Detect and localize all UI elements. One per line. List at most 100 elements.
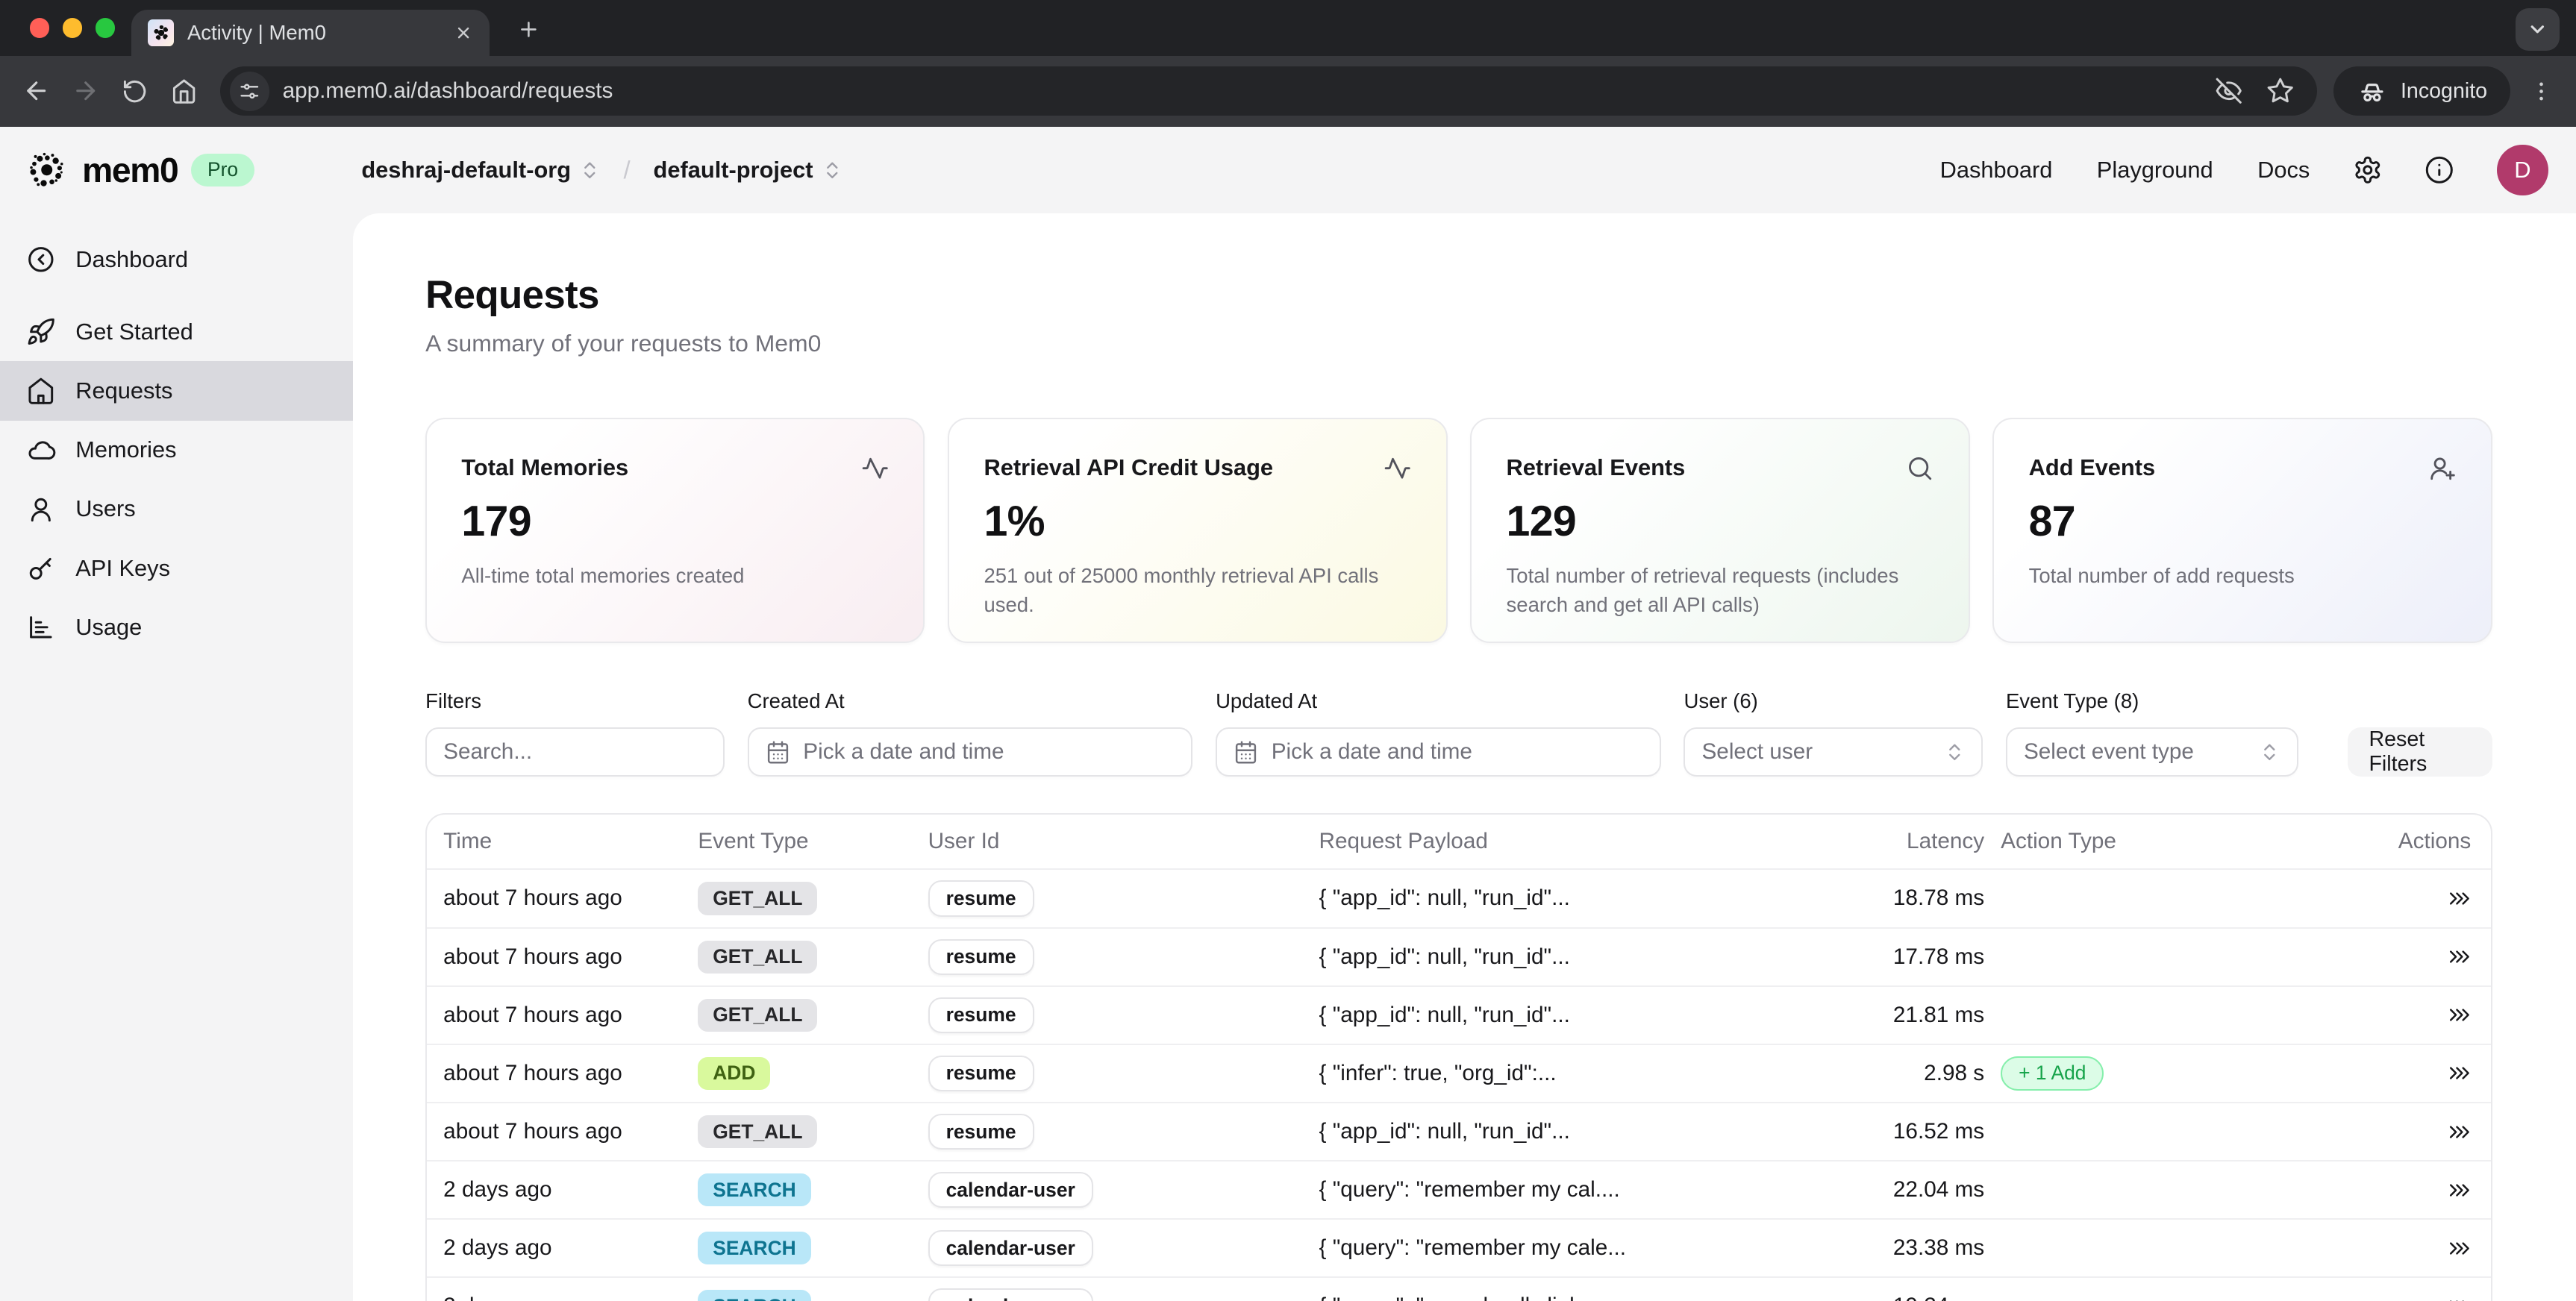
sidebar-item-requests[interactable]: Requests: [0, 361, 354, 421]
cell-latency: 21.81 ms: [1892, 1002, 1985, 1027]
row-expand-chevrons-icon[interactable]: [2446, 944, 2471, 969]
cell-user-id: resume: [928, 1113, 1319, 1150]
site-settings-icon[interactable]: [230, 71, 269, 111]
cell-time: about 7 hours ago: [443, 944, 622, 969]
forward-icon[interactable]: [63, 68, 109, 114]
stat-card-retrieval-events: Retrieval Events 129 Total number of retri…: [1470, 418, 1970, 643]
sidebar-item-usage[interactable]: Usage: [0, 598, 353, 656]
sidebar-item-memories[interactable]: Memories: [0, 421, 353, 480]
nav-link-dashboard[interactable]: Dashboard: [1939, 156, 2053, 183]
project-selector[interactable]: default-project: [654, 157, 843, 184]
sidebar-item-label: Get Started: [75, 318, 193, 345]
user-filter-label: User (6): [1684, 689, 1758, 712]
table-row[interactable]: about 7 hours ago GET_ALL resume { "app_id"…: [427, 985, 2491, 1044]
cell-user-id: calendar-user: [928, 1172, 1319, 1208]
cell-actions: [2288, 886, 2490, 911]
cell-actions: [2288, 1236, 2490, 1261]
reset-filters-button[interactable]: Reset Filters: [2347, 727, 2492, 777]
macos-zoom-button[interactable]: [95, 18, 116, 38]
sidebar-item-api-keys[interactable]: API Keys: [0, 539, 353, 598]
cell-user-id: calendar-user: [928, 1288, 1319, 1301]
app-header: mem0 Pro deshraj-default-org / default-p…: [0, 126, 2576, 214]
search-filter-group: Filters: [425, 689, 725, 777]
user-select[interactable]: Select user: [1684, 727, 1983, 777]
card-description: Total number of add requests: [2028, 563, 2295, 587]
sidebar-item-users[interactable]: Users: [0, 480, 353, 539]
cell-event-type: GET_ALL: [698, 940, 928, 974]
updated-at-placeholder: Pick a date and time: [1271, 739, 1472, 765]
mem0-logo[interactable]: mem0 Pro: [25, 148, 255, 192]
new-tab-button[interactable]: [509, 10, 548, 49]
created-at-date-picker[interactable]: Pick a date and time: [747, 727, 1193, 777]
home-icon[interactable]: [161, 68, 207, 114]
cell-time: 2 days ago: [443, 1177, 552, 1203]
row-expand-chevrons-icon[interactable]: [2446, 1178, 2471, 1203]
chevrons-up-down-icon: [826, 162, 837, 178]
cell-actions: [2288, 1294, 2490, 1301]
back-icon[interactable]: [13, 68, 60, 114]
user-filter-group: User (6) Select user: [1684, 689, 1983, 777]
stat-card-add-events: Add Events 87 Total number of add requests: [1992, 418, 2492, 643]
activity-icon: [1384, 454, 1411, 482]
table-row[interactable]: about 7 hours ago GET_ALL resume { "app_id"…: [427, 1101, 2491, 1160]
browser-menu-kebab-icon[interactable]: [2524, 68, 2560, 114]
preview-eye-off-icon[interactable]: [2215, 77, 2242, 104]
search-input[interactable]: [443, 739, 707, 765]
cell-user-id: resume: [928, 938, 1319, 975]
browser-tab[interactable]: Activity | Mem0: [131, 10, 490, 56]
table-row[interactable]: about 7 hours ago GET_ALL resume { "app_id"…: [427, 927, 2491, 985]
tab-close-icon[interactable]: [450, 19, 476, 46]
table-row[interactable]: about 7 hours ago GET_ALL resume { "app_id"…: [427, 868, 2491, 927]
card-value: 87: [2028, 497, 2076, 545]
incognito-badge: Incognito: [2333, 66, 2510, 116]
event-type-select[interactable]: Select event type: [2005, 727, 2298, 777]
nav-link-docs[interactable]: Docs: [2257, 156, 2310, 183]
row-expand-chevrons-icon[interactable]: [2446, 1120, 2471, 1144]
row-expand-chevrons-icon[interactable]: [2446, 1003, 2471, 1027]
row-expand-chevrons-icon[interactable]: [2446, 1236, 2471, 1261]
table-row[interactable]: about 7 hours ago ADD resume { "infer": tru…: [427, 1043, 2491, 1102]
card-description: 251 out of 25000 monthly retrieval API c…: [984, 563, 1379, 617]
breadcrumb: deshraj-default-org / default-project: [361, 156, 842, 184]
card-title: Retrieval API Credit Usage: [984, 454, 1274, 481]
sidebar-item-get-started[interactable]: Get Started: [0, 302, 353, 361]
cell-time: about 7 hours ago: [443, 1060, 622, 1085]
url-bar[interactable]: app.mem0.ai/dashboard/requests: [219, 66, 2317, 116]
cell-time: 2 days ago: [443, 1235, 552, 1261]
cell-event-type: SEARCH: [698, 1232, 928, 1265]
reload-icon[interactable]: [112, 68, 158, 114]
browser-toolbar: app.mem0.ai/dashboard/requests Incognito: [0, 55, 2576, 127]
user-id-chip: resume: [928, 938, 1034, 975]
updated-at-date-picker[interactable]: Pick a date and time: [1216, 727, 1661, 777]
row-expand-chevrons-icon[interactable]: [2446, 1294, 2471, 1301]
macos-close-button[interactable]: [29, 18, 50, 38]
sidebar-item-label: API Keys: [75, 554, 170, 581]
info-icon[interactable]: [2425, 155, 2454, 185]
cell-actions: [2288, 1061, 2490, 1085]
bookmark-star-icon[interactable]: [2266, 77, 2294, 104]
user-avatar[interactable]: D: [2497, 144, 2548, 195]
row-expand-chevrons-icon[interactable]: [2446, 886, 2471, 911]
bar-chart-icon: [26, 612, 56, 642]
updated-at-label: Updated At: [1216, 689, 1318, 712]
filters-label: Filters: [425, 689, 482, 712]
tab-title: Activity | Mem0: [187, 21, 326, 45]
card-value: 129: [1506, 497, 1577, 545]
row-expand-chevrons-icon[interactable]: [2446, 1061, 2471, 1085]
cloud-icon: [26, 435, 56, 465]
macos-minimize-button[interactable]: [62, 18, 83, 38]
cell-request-payload: { "app_id": null, "run_id"...: [1319, 1002, 1570, 1027]
settings-gear-icon[interactable]: [2353, 155, 2383, 185]
window-chevron-button[interactable]: [2515, 8, 2560, 51]
stat-cards: Total Memories 179 All-time total memories…: [425, 418, 2492, 643]
calendar-icon: [1234, 740, 1258, 765]
url-text[interactable]: app.mem0.ai/dashboard/requests: [282, 78, 613, 104]
nav-link-playground[interactable]: Playground: [2096, 156, 2213, 183]
org-selector[interactable]: deshraj-default-org: [361, 157, 600, 184]
browser-chrome: Activity | Mem0 app.mem0.ai/da: [0, 0, 2576, 127]
sidebar-item-dashboard[interactable]: Dashboard: [0, 230, 353, 289]
cell-action-type: + 1 Add: [1984, 1056, 2288, 1091]
